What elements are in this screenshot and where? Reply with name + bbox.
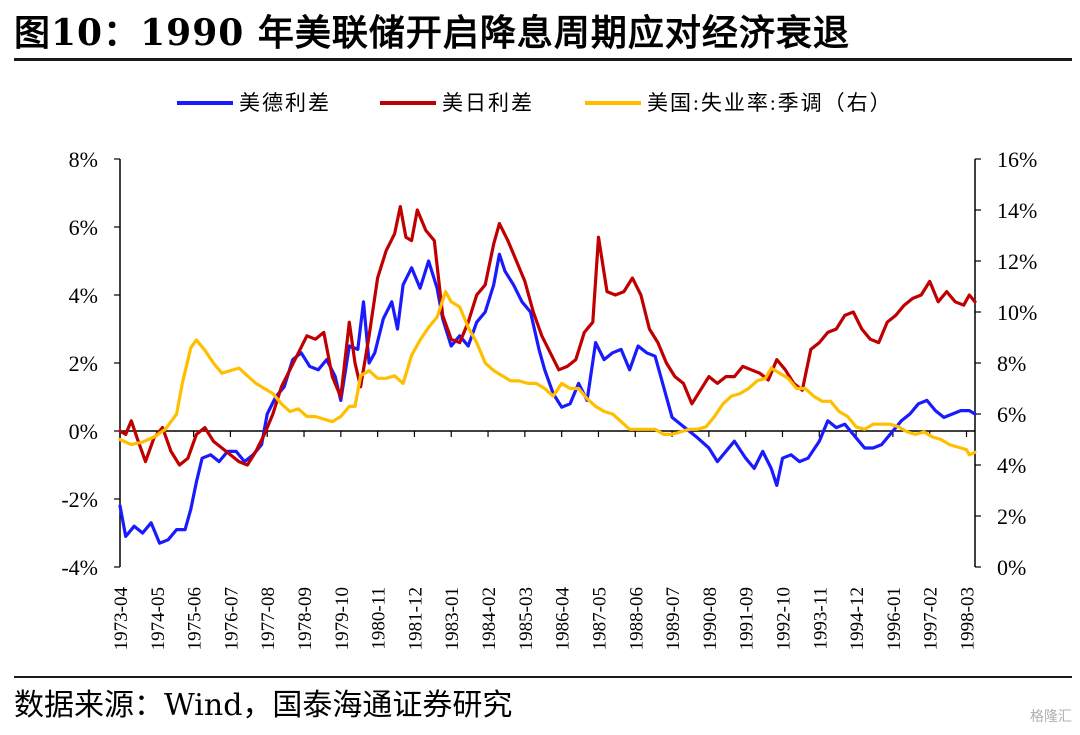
x-tick-label: 1992-10 — [773, 587, 794, 650]
watermark: 格隆汇 — [1030, 709, 1072, 725]
x-tick-label: 1975-06 — [185, 587, 206, 650]
x-tick-label: 1980-11 — [369, 587, 390, 650]
legend-label: 美德利差 — [239, 91, 331, 115]
right-tick-label: 16% — [997, 147, 1037, 172]
x-tick-label: 1988-06 — [626, 587, 647, 650]
x-tick-label: 1981-12 — [405, 587, 426, 650]
right-tick-label: 12% — [997, 249, 1037, 274]
x-tick-label: 1998-03 — [958, 587, 979, 650]
left-tick-label: -2% — [61, 487, 98, 512]
legend-label: 美国:失业率:季调（右） — [647, 91, 893, 115]
left-tick-label: -4% — [61, 555, 98, 580]
x-tick-label: 1994-12 — [847, 587, 868, 650]
left-tick-label: 2% — [69, 351, 98, 376]
x-tick-label: 1991-09 — [737, 587, 758, 650]
left-tick-label: 0% — [69, 419, 98, 444]
x-tick-label: 1983-01 — [442, 587, 463, 650]
source-rule — [14, 676, 1072, 678]
x-tick-label: 1990-08 — [700, 587, 721, 650]
left-tick-label: 4% — [69, 283, 98, 308]
x-tick-label: 1989-07 — [663, 587, 684, 650]
x-tick-label: 1996-01 — [884, 587, 905, 650]
legend: 美德利差 美日利差 美国:失业率:季调（右） — [177, 91, 893, 115]
x-tick-label: 1987-05 — [589, 587, 610, 650]
left-tick-label: 6% — [69, 215, 98, 240]
title-rule — [14, 58, 1072, 61]
axes: -4% -2% 0% 2% 4% 6% 8% 0% 2% 4% 6% 8% 10% 12% 14% 16% 19… — [61, 147, 1037, 650]
right-tick-label: 6% — [997, 402, 1026, 427]
series-lines — [118, 205, 977, 545]
left-tick-label: 8% — [69, 147, 98, 172]
x-tick-label: 1997-02 — [921, 587, 942, 650]
x-tick-label: 1976-07 — [221, 587, 242, 650]
series-line — [118, 205, 977, 467]
right-tick-label: 4% — [997, 453, 1026, 478]
right-tick-label: 14% — [997, 198, 1037, 223]
source-note: 数据来源：Wind，国泰海通证券研究 — [14, 688, 513, 723]
x-tick-label: 1977-08 — [258, 587, 279, 650]
right-tick-label: 10% — [997, 300, 1037, 325]
x-tick-label: 1973-04 — [111, 587, 132, 651]
x-tick-label: 1978-09 — [295, 587, 316, 650]
x-tick-label: 1984-02 — [479, 587, 500, 650]
x-tick-label: 1979-10 — [332, 587, 353, 650]
right-tick-label: 8% — [997, 351, 1026, 376]
series-line — [118, 290, 977, 457]
legend-label: 美日利差 — [442, 91, 534, 115]
x-tick-label: 1985-03 — [516, 587, 537, 650]
chart-title: 图10：1990 年美联储开启降息周期应对经济衰退 — [14, 12, 850, 54]
line-chart: 美德利差 美日利差 美国:失业率:季调（右） -4% -2% 0% 2% 4% 6% 8% 0% 2… — [61, 91, 1037, 650]
right-tick-label: 0% — [997, 555, 1026, 580]
x-tick-label: 1986-04 — [553, 587, 574, 651]
right-tick-label: 2% — [997, 504, 1026, 529]
x-tick-label: 1993-11 — [810, 587, 831, 650]
x-tick-label: 1974-05 — [148, 587, 169, 650]
series-line — [118, 252, 977, 545]
